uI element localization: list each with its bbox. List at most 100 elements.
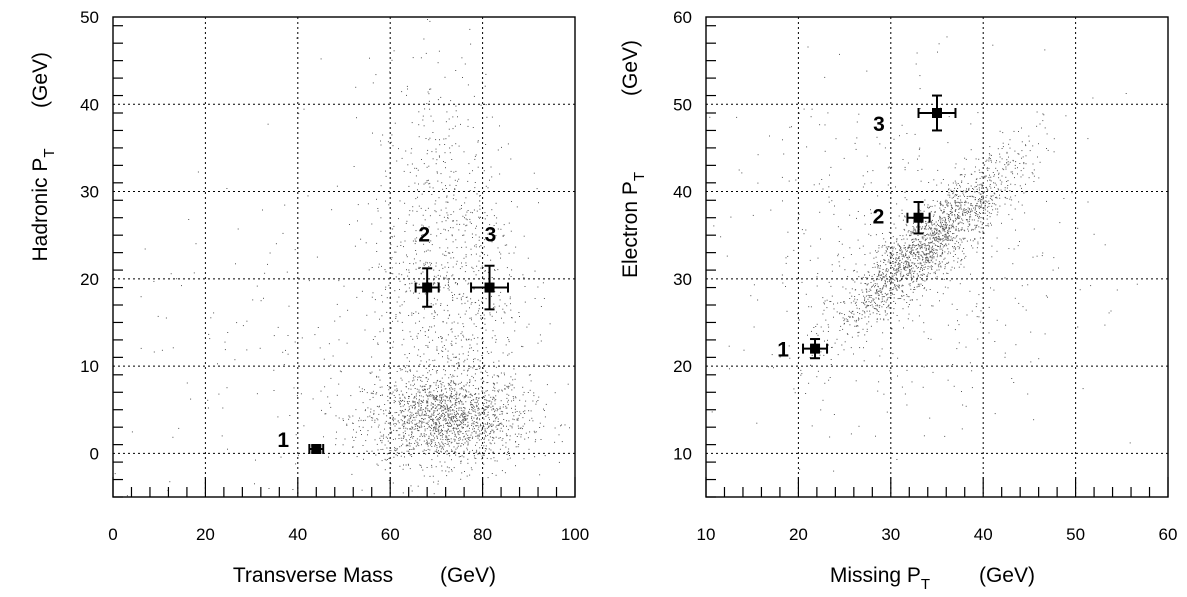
background-point	[448, 471, 450, 473]
background-point	[821, 179, 823, 180]
background-point	[991, 224, 992, 226]
background-point	[457, 419, 459, 421]
background-point	[387, 422, 389, 424]
background-point	[919, 271, 921, 273]
background-point	[908, 262, 910, 264]
background-point	[435, 211, 437, 213]
background-point	[461, 373, 463, 375]
background-point	[543, 410, 545, 411]
background-point	[406, 421, 408, 423]
background-point	[919, 304, 921, 306]
background-point	[464, 408, 466, 410]
background-point	[957, 223, 959, 225]
background-point	[436, 406, 438, 408]
background-point	[914, 229, 916, 230]
background-point	[424, 233, 426, 235]
background-point	[435, 395, 437, 397]
background-point	[417, 297, 419, 299]
background-point	[486, 414, 488, 416]
background-point	[393, 235, 395, 237]
background-point	[917, 274, 919, 276]
background-point	[885, 286, 887, 288]
background-point	[501, 389, 503, 391]
background-point	[923, 254, 925, 256]
background-point	[491, 409, 493, 411]
background-point	[947, 253, 949, 255]
background-point	[943, 224, 944, 226]
background-point	[424, 418, 426, 420]
background-point	[456, 423, 457, 425]
background-point	[955, 202, 957, 204]
background-point	[957, 196, 959, 197]
background-point	[374, 419, 376, 421]
background-point	[842, 328, 844, 330]
background-point	[437, 404, 439, 406]
background-point	[424, 108, 426, 110]
background-point	[436, 435, 438, 437]
background-point	[418, 268, 420, 269]
background-point	[478, 435, 480, 437]
background-point	[450, 425, 452, 427]
background-point	[913, 271, 915, 273]
background-point	[441, 398, 442, 400]
background-point	[438, 412, 440, 414]
background-point	[857, 335, 859, 337]
background-point	[483, 423, 485, 425]
background-point	[446, 195, 448, 197]
background-point	[841, 344, 843, 346]
background-point	[480, 423, 481, 425]
background-point	[430, 402, 432, 404]
background-point	[460, 478, 462, 480]
background-point	[889, 262, 891, 264]
background-point	[844, 302, 846, 304]
background-point	[447, 406, 448, 408]
x-axis-unit: (GeV)	[440, 564, 496, 587]
background-point	[427, 401, 428, 403]
background-point	[876, 318, 878, 320]
background-point	[883, 296, 885, 298]
background-point	[422, 225, 424, 227]
background-point	[479, 430, 481, 432]
background-point	[1006, 181, 1008, 182]
background-point	[433, 419, 435, 421]
background-point	[519, 399, 521, 401]
background-point	[442, 321, 444, 323]
background-point	[433, 414, 435, 416]
background-point	[903, 299, 905, 301]
background-point	[523, 391, 525, 393]
background-point	[273, 369, 275, 371]
background-point	[981, 204, 983, 206]
background-point	[387, 400, 389, 402]
background-point	[399, 434, 401, 436]
background-point	[480, 378, 482, 380]
background-point	[497, 269, 499, 271]
background-point	[414, 376, 416, 378]
background-point	[929, 289, 931, 290]
background-point	[865, 301, 867, 303]
background-point	[507, 337, 509, 338]
background-point	[414, 419, 416, 421]
background-point	[942, 235, 944, 237]
background-point	[391, 134, 393, 136]
background-point	[932, 219, 933, 221]
background-point	[460, 462, 462, 464]
background-point	[855, 325, 857, 327]
background-point	[415, 412, 416, 414]
background-point	[970, 185, 972, 187]
background-point	[1000, 189, 1002, 191]
background-point	[430, 233, 432, 235]
background-point	[1006, 152, 1008, 154]
background-point	[870, 297, 872, 298]
background-point	[533, 172, 535, 174]
background-point	[418, 183, 419, 185]
background-point	[959, 174, 961, 176]
background-point	[446, 278, 448, 280]
background-point	[409, 331, 411, 333]
background-point	[454, 179, 456, 181]
background-point	[508, 341, 510, 343]
background-point	[411, 431, 413, 433]
background-point	[854, 298, 856, 300]
background-point	[952, 182, 954, 184]
background-point	[1009, 190, 1011, 192]
background-point	[964, 174, 966, 176]
